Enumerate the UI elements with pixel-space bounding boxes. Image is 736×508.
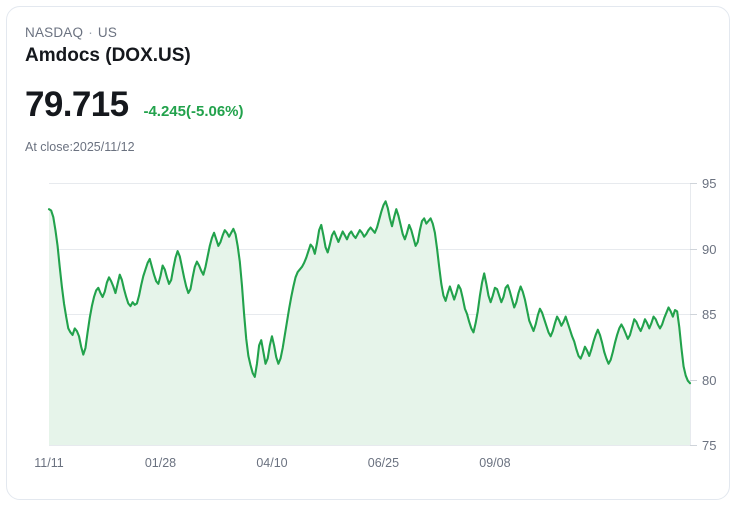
x-axis-labels: 11/11 01/28 04/10 06/25 09/08 [34, 456, 510, 470]
price-change: -4.245(-5.06%) [143, 103, 244, 120]
x-tick-label: 04/10 [256, 456, 287, 470]
stock-quote-card: NASDAQ · US Amdocs (DOX.US) 79.715 -4.245(… [6, 6, 730, 500]
x-tick-label: 09/08 [479, 456, 510, 470]
price-chart-svg[interactable]: 95 90 85 80 75 11/11 01/28 04/10 06/25 09/08 [7, 167, 730, 487]
axis-tick-marks [690, 183, 697, 446]
page-title: Amdocs (DOX.US) [25, 45, 191, 66]
current-price: 79.715 [25, 85, 129, 124]
price-chart[interactable]: 95 90 85 80 75 11/11 01/28 04/10 06/25 09/08 [7, 167, 730, 487]
market-status-note: At close:2025/11/12 [25, 140, 135, 154]
exchange-row: NASDAQ · US [25, 25, 625, 41]
y-tick-label: 95 [702, 176, 716, 191]
y-tick-label: 75 [702, 438, 716, 453]
x-tick-label: 11/11 [34, 456, 63, 470]
price-line [47, 200, 692, 385]
price-area-fill [49, 201, 690, 445]
exchange-separator: · [88, 25, 93, 40]
x-tick-label: 01/28 [145, 456, 176, 470]
price-row: 79.715 -4.245(-5.06%) [25, 86, 625, 124]
y-tick-label: 90 [702, 242, 716, 257]
region-label: US [97, 25, 118, 40]
y-axis-labels: 95 90 85 80 75 [702, 176, 716, 453]
quote-header: NASDAQ · US Amdocs (DOX.US) 79.715 -4.245(… [25, 25, 625, 155]
y-tick-label: 80 [702, 373, 716, 388]
x-tick-label: 06/25 [368, 456, 399, 470]
y-tick-label: 85 [702, 307, 716, 322]
exchange-label: NASDAQ [25, 25, 84, 40]
